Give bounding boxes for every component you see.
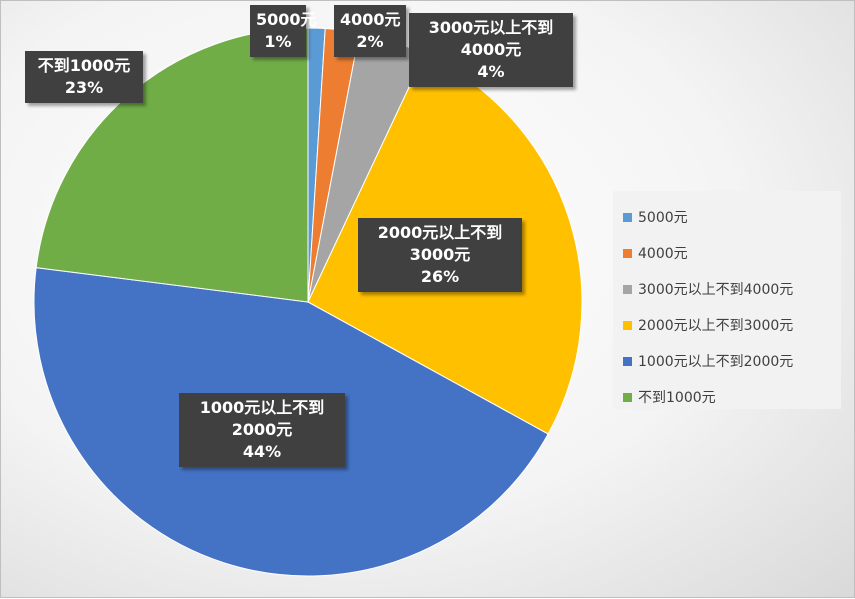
legend-swatch: [623, 392, 632, 402]
legend-label: 3000元以上不到4000元: [638, 282, 794, 298]
legend-swatch: [623, 284, 632, 294]
legend-label: 不到1000元: [638, 390, 716, 406]
legend-item: 4000元: [623, 235, 841, 271]
legend-label: 1000元以上不到2000元: [638, 354, 794, 370]
data-label-3000-4000: 3000元以上不到 4000元 4%: [409, 13, 573, 87]
legend-item: 5000元: [623, 199, 841, 235]
legend-swatch: [623, 248, 632, 258]
data-label-under-1000: 不到1000元 23%: [25, 51, 143, 103]
legend-item: 3000元以上不到4000元: [623, 271, 841, 307]
legend-label: 4000元: [638, 246, 688, 262]
data-label-2000-3000: 2000元以上不到 3000元 26%: [358, 218, 522, 292]
legend-swatch: [623, 212, 632, 222]
legend-item: 1000元以上不到2000元: [623, 343, 841, 379]
legend-item: 2000元以上不到3000元: [623, 307, 841, 343]
legend-label: 2000元以上不到3000元: [638, 318, 794, 334]
legend: 5000元 4000元 3000元以上不到4000元 2000元以上不到3000…: [613, 191, 841, 409]
legend-swatch: [623, 356, 632, 366]
data-label-1000-2000: 1000元以上不到 2000元 44%: [179, 393, 345, 467]
legend-item: 不到1000元: [623, 379, 841, 415]
legend-swatch: [623, 320, 632, 330]
data-label-4000: 4000元 2%: [334, 5, 406, 57]
legend-label: 5000元: [638, 210, 688, 226]
data-label-5000: 5000元 1%: [250, 5, 317, 57]
